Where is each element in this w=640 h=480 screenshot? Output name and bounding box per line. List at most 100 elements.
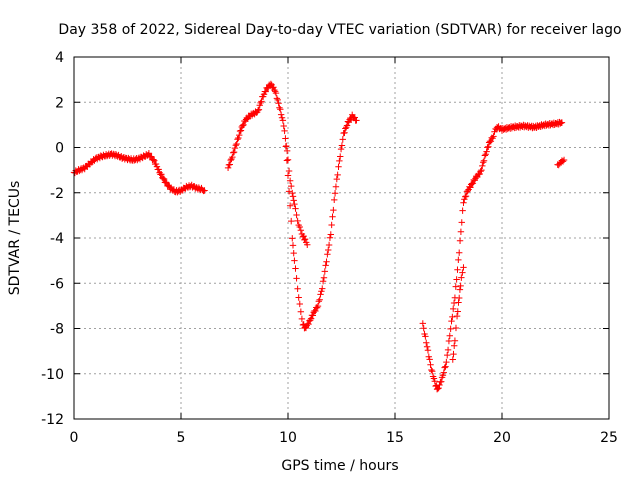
data-point	[557, 120, 564, 127]
x-axis-tick-labels: 0 5 10 15 20 25	[70, 430, 618, 446]
data-point	[331, 196, 338, 204]
data-point	[289, 242, 297, 249]
data-point	[444, 346, 452, 354]
data-point	[330, 206, 337, 214]
data-point	[262, 88, 269, 95]
y-tick-label: -12	[41, 412, 64, 428]
data-point	[481, 152, 489, 159]
data-point	[455, 256, 462, 264]
data-point	[291, 200, 298, 208]
series-segment-3	[282, 111, 360, 332]
data-point	[328, 221, 335, 229]
data-point	[451, 342, 458, 349]
data-point	[441, 364, 448, 371]
data-point	[240, 121, 247, 129]
data-point	[429, 368, 436, 375]
data-point	[337, 153, 344, 160]
data-point	[277, 106, 284, 113]
x-tick-label: 10	[279, 430, 297, 446]
data-point	[257, 99, 264, 107]
data-point	[443, 358, 450, 366]
data-point	[560, 156, 568, 164]
data-point	[272, 89, 280, 97]
data-point	[305, 320, 312, 328]
data-point	[274, 96, 281, 104]
chart-title: Day 358 of 2022, Sidereal Day-to-day VTE…	[58, 22, 621, 38]
data-point	[327, 231, 334, 238]
data-point	[460, 264, 467, 271]
data-point	[292, 265, 299, 272]
data-point	[155, 166, 162, 173]
data-point	[334, 171, 341, 179]
data-point	[341, 129, 348, 136]
data-point	[233, 140, 240, 148]
data-point	[286, 202, 294, 209]
data-point	[291, 257, 298, 264]
y-axis-tick-labels: -12 -10 -8 -6 -4 -2 0 2 4	[41, 50, 64, 428]
x-tick-label: 5	[177, 430, 186, 446]
data-point	[286, 177, 294, 185]
data-point	[451, 337, 459, 344]
data-point	[477, 168, 484, 175]
y-tick-label: 2	[55, 95, 64, 111]
data-point	[420, 325, 427, 332]
series-segment-1	[70, 150, 208, 196]
data-point	[448, 317, 455, 325]
data-point	[319, 278, 327, 285]
data-point	[439, 372, 447, 379]
data-point	[454, 266, 461, 273]
data-point	[447, 325, 454, 333]
data-point	[325, 246, 332, 254]
data-point	[227, 156, 234, 164]
data-point	[461, 193, 469, 200]
data-point	[444, 351, 451, 359]
data-point	[234, 136, 241, 143]
data-point	[285, 188, 293, 195]
data-point	[276, 104, 283, 111]
data-point	[438, 378, 445, 385]
data-point	[431, 378, 439, 385]
data-point	[273, 95, 281, 102]
data-point	[462, 192, 470, 200]
data-point	[297, 227, 305, 234]
data-point	[459, 269, 466, 276]
data-point	[440, 369, 447, 376]
data-point	[316, 296, 323, 303]
data-point	[158, 171, 165, 178]
data-point	[445, 337, 453, 345]
data-point	[459, 207, 466, 214]
data-point	[479, 162, 486, 170]
data-point	[458, 274, 465, 281]
x-tick-label: 20	[493, 430, 511, 446]
data-point	[480, 157, 488, 165]
data-point	[293, 275, 300, 282]
x-tick-label: 25	[600, 430, 618, 446]
data-point	[255, 106, 263, 113]
data-point	[456, 237, 464, 244]
data-point	[332, 183, 340, 190]
data-point	[290, 197, 297, 204]
axis-ticks	[73, 56, 610, 420]
data-point	[270, 84, 277, 91]
data-point	[455, 299, 462, 306]
data-point	[558, 119, 566, 126]
data-point	[450, 305, 457, 313]
data-point	[353, 117, 360, 124]
data-point	[337, 145, 345, 153]
data-point	[450, 350, 457, 358]
data-point	[282, 135, 289, 142]
data-point	[150, 156, 157, 163]
data-point	[292, 205, 299, 212]
data-point	[254, 107, 262, 114]
data-point	[201, 187, 208, 194]
data-point	[288, 182, 295, 190]
data-point	[342, 125, 349, 132]
x-axis-label: GPS time / hours	[281, 458, 398, 474]
data-point	[559, 158, 567, 165]
data-point	[419, 320, 427, 327]
data-point	[422, 333, 429, 340]
data-point	[280, 122, 287, 130]
data-point	[423, 339, 430, 346]
y-tick-label: -2	[50, 186, 64, 202]
data-point	[315, 298, 323, 305]
